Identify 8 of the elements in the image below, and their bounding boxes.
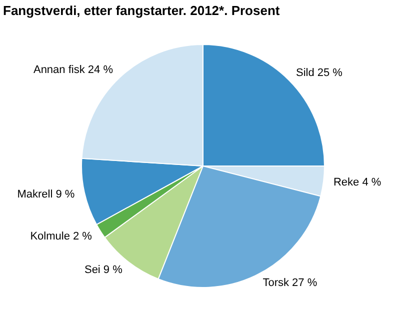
slice-label: Sild 25 % [296, 67, 343, 80]
slice-label: Kolmule 2 % [30, 230, 92, 242]
slice-label: Annan fisk 24 % [33, 64, 114, 76]
slice-label: Sei 9 % [84, 264, 123, 276]
chart-title: Fangstverdi, etter fangstarter. 2012*. Prosent [3, 3, 280, 18]
slice-label: Torsk 27 % [262, 277, 318, 290]
slice-label: Makrell 9 % [17, 188, 75, 201]
slice-label: Reke 4 % [333, 176, 382, 189]
